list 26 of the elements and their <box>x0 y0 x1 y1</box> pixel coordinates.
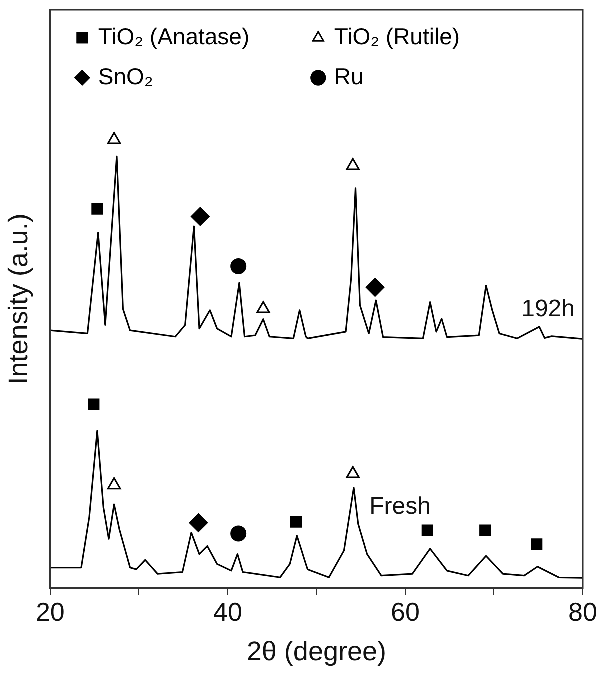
point <box>88 398 100 410</box>
point <box>230 258 247 274</box>
point <box>190 207 210 226</box>
point <box>290 516 302 528</box>
series-label: 192h <box>522 296 575 323</box>
point <box>189 513 208 532</box>
x-tick-label: 20 <box>36 597 65 628</box>
point <box>422 524 434 536</box>
series-label: Fresh <box>370 492 431 520</box>
legend-label: TiO₂ (Rutile) <box>334 23 460 50</box>
point <box>92 203 104 215</box>
point <box>107 132 122 144</box>
point <box>531 538 543 550</box>
y-axis-title: Intensity (a.u.) <box>4 214 34 385</box>
point <box>230 526 247 542</box>
point <box>366 278 385 298</box>
x-tick-label: 80 <box>568 597 598 628</box>
point <box>256 301 270 314</box>
point <box>346 158 360 170</box>
legend-label: Ru <box>334 63 364 90</box>
legend-label: SnO₂ <box>98 63 154 90</box>
x-axis-title: 2θ (degree) <box>246 636 386 666</box>
point <box>480 524 492 536</box>
legend-label: TiO₂ (Anatase) <box>98 23 250 50</box>
x-tick-label: 60 <box>391 597 420 628</box>
x-tick-label: 40 <box>213 597 242 628</box>
